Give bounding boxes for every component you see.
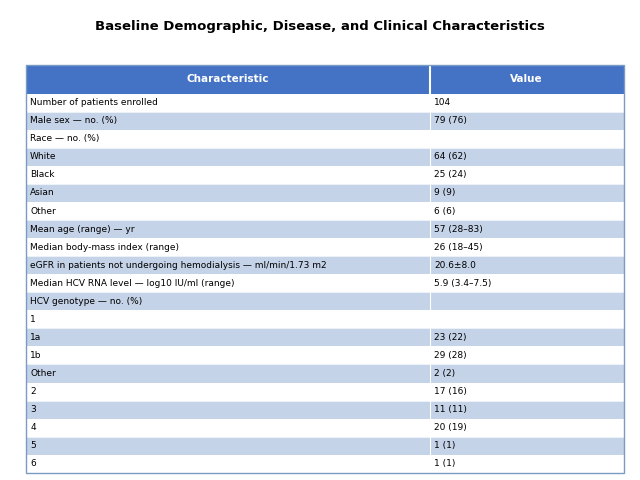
Bar — [26, 112, 429, 130]
Bar — [429, 220, 624, 238]
Bar — [26, 130, 429, 148]
Text: 64 (62): 64 (62) — [434, 152, 467, 161]
Text: Median HCV RNA level — log10 IU/ml (range): Median HCV RNA level — log10 IU/ml (rang… — [30, 279, 235, 288]
Text: White: White — [30, 152, 56, 161]
Bar — [26, 166, 429, 184]
Text: 26 (18–45): 26 (18–45) — [434, 242, 483, 252]
Bar — [429, 311, 624, 328]
Text: 29 (28): 29 (28) — [434, 351, 467, 360]
Text: 3: 3 — [30, 405, 36, 414]
Bar — [429, 347, 624, 364]
Bar — [429, 130, 624, 148]
Text: 79 (76): 79 (76) — [434, 116, 467, 125]
Bar — [26, 274, 429, 292]
Bar — [26, 202, 429, 220]
Bar — [429, 65, 624, 94]
Bar — [26, 383, 429, 401]
Text: Characteristic: Characteristic — [186, 74, 269, 84]
Text: 5: 5 — [30, 441, 36, 450]
Text: Baseline Demographic, Disease, and Clinical Characteristics: Baseline Demographic, Disease, and Clini… — [95, 20, 545, 33]
Text: 4: 4 — [30, 423, 36, 432]
Text: 1 (1): 1 (1) — [434, 459, 456, 468]
Bar — [26, 184, 429, 202]
Text: 25 (24): 25 (24) — [434, 170, 467, 180]
Bar — [26, 94, 429, 112]
Bar — [429, 238, 624, 256]
Text: Other: Other — [30, 206, 56, 216]
Bar — [429, 202, 624, 220]
Bar — [429, 256, 624, 274]
Bar — [429, 437, 624, 455]
Text: 6 (6): 6 (6) — [434, 206, 456, 216]
Bar — [26, 364, 429, 383]
Bar — [26, 292, 429, 311]
Bar — [429, 274, 624, 292]
Text: 6: 6 — [30, 459, 36, 468]
Text: 1b: 1b — [30, 351, 42, 360]
Bar — [429, 166, 624, 184]
Bar — [26, 311, 429, 328]
Text: 1 (1): 1 (1) — [434, 441, 456, 450]
Text: eGFR in patients not undergoing hemodialysis — ml/min/1.73 m2: eGFR in patients not undergoing hemodial… — [30, 261, 326, 270]
Text: 17 (16): 17 (16) — [434, 387, 467, 396]
Bar — [429, 292, 624, 311]
Bar — [429, 112, 624, 130]
Text: Race — no. (%): Race — no. (%) — [30, 134, 99, 144]
Bar — [429, 364, 624, 383]
Bar — [26, 148, 429, 166]
Bar — [26, 65, 429, 94]
Bar — [26, 65, 624, 473]
Bar — [26, 256, 429, 274]
Text: 23 (22): 23 (22) — [434, 333, 467, 342]
Text: 2 (2): 2 (2) — [434, 369, 455, 378]
Text: 2: 2 — [30, 387, 36, 396]
Text: Median body-mass index (range): Median body-mass index (range) — [30, 242, 179, 252]
Bar — [26, 419, 429, 437]
Bar — [429, 94, 624, 112]
Text: 9 (9): 9 (9) — [434, 189, 456, 197]
Text: 104: 104 — [434, 98, 451, 107]
Bar — [429, 148, 624, 166]
Text: HCV genotype — no. (%): HCV genotype — no. (%) — [30, 297, 142, 306]
Text: 57 (28–83): 57 (28–83) — [434, 225, 483, 234]
Bar — [26, 328, 429, 347]
Text: Male sex — no. (%): Male sex — no. (%) — [30, 116, 117, 125]
Text: Value: Value — [511, 74, 543, 84]
Text: 1a: 1a — [30, 333, 42, 342]
Bar — [429, 455, 624, 473]
Bar — [26, 220, 429, 238]
Bar — [429, 401, 624, 419]
Bar — [26, 238, 429, 256]
Text: Mean age (range) — yr: Mean age (range) — yr — [30, 225, 134, 234]
Bar — [26, 437, 429, 455]
Text: 20 (19): 20 (19) — [434, 423, 467, 432]
Bar — [429, 419, 624, 437]
Bar — [26, 347, 429, 364]
Bar — [429, 328, 624, 347]
Bar — [26, 455, 429, 473]
Text: Number of patients enrolled: Number of patients enrolled — [30, 98, 158, 107]
Bar — [429, 383, 624, 401]
Text: Other: Other — [30, 369, 56, 378]
Text: 1: 1 — [30, 315, 36, 324]
Text: 5.9 (3.4–7.5): 5.9 (3.4–7.5) — [434, 279, 492, 288]
Text: 11 (11): 11 (11) — [434, 405, 467, 414]
Bar — [26, 401, 429, 419]
Text: 20.6±8.0: 20.6±8.0 — [434, 261, 476, 270]
Bar — [429, 184, 624, 202]
Text: Asian: Asian — [30, 189, 54, 197]
Text: Black: Black — [30, 170, 54, 180]
